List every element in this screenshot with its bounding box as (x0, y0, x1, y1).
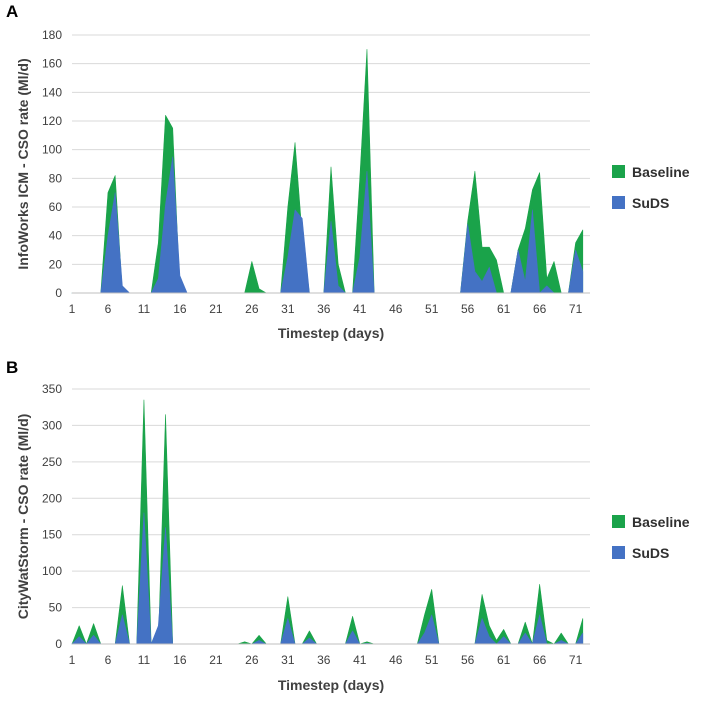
x-tick-label: 56 (461, 302, 475, 316)
y-tick-label: 160 (42, 57, 62, 71)
y-tick-label: 80 (49, 171, 63, 185)
x-tick-label: 56 (461, 653, 475, 667)
x-tick-label: 41 (353, 653, 367, 667)
x-tick-label: 21 (209, 302, 223, 316)
x-tick-label: 61 (497, 653, 511, 667)
legend-label-suds: SuDS (632, 545, 669, 561)
x-tick-label: 66 (533, 302, 547, 316)
panel-label-B: B (6, 358, 18, 377)
x-tick-label: 61 (497, 302, 511, 316)
x-tick-label: 1 (69, 302, 76, 316)
y-axis-title: CityWatStorm - CSO rate (Ml/d) (15, 414, 31, 620)
y-tick-label: 300 (42, 418, 62, 432)
y-tick-label: 20 (49, 257, 63, 271)
x-tick-label: 6 (105, 302, 112, 316)
x-tick-label: 21 (209, 653, 223, 667)
x-tick-label: 6 (105, 653, 112, 667)
x-tick-label: 26 (245, 302, 259, 316)
y-tick-label: 100 (42, 564, 62, 578)
x-tick-label: 46 (389, 653, 403, 667)
y-tick-label: 180 (42, 28, 62, 42)
legend-swatch-suds (612, 196, 625, 209)
panel-label-A: A (6, 2, 18, 21)
legend-label-baseline: Baseline (632, 164, 690, 180)
legend-swatch-baseline (612, 165, 625, 178)
x-tick-label: 1 (69, 653, 76, 667)
x-tick-label: 66 (533, 653, 547, 667)
y-tick-label: 40 (49, 229, 63, 243)
legend-swatch-baseline (612, 515, 625, 528)
x-tick-label: 41 (353, 302, 367, 316)
legend-label-suds: SuDS (632, 195, 669, 211)
x-tick-label: 11 (138, 653, 151, 667)
x-tick-label: 51 (425, 302, 439, 316)
y-axis-title: InfoWorks ICM - CSO rate (Ml/d) (15, 58, 31, 269)
x-tick-label: 31 (281, 653, 295, 667)
x-tick-label: 71 (569, 302, 583, 316)
x-tick-label: 36 (317, 653, 331, 667)
y-tick-label: 120 (42, 114, 62, 128)
x-tick-label: 46 (389, 302, 403, 316)
x-axis-title: Timestep (days) (278, 677, 384, 693)
y-tick-label: 0 (55, 637, 62, 651)
x-tick-label: 51 (425, 653, 439, 667)
y-tick-label: 250 (42, 455, 62, 469)
x-tick-label: 16 (173, 653, 187, 667)
x-tick-label: 11 (138, 302, 151, 316)
x-tick-label: 16 (173, 302, 187, 316)
y-tick-label: 100 (42, 143, 62, 157)
y-tick-label: 0 (55, 286, 62, 300)
legend-swatch-suds (612, 546, 625, 559)
y-tick-label: 50 (49, 601, 63, 615)
x-tick-label: 26 (245, 653, 259, 667)
legend-label-baseline: Baseline (632, 514, 690, 530)
x-tick-label: 71 (569, 653, 583, 667)
y-tick-label: 60 (49, 200, 63, 214)
y-tick-label: 140 (42, 85, 62, 99)
y-tick-label: 150 (42, 528, 62, 542)
x-axis-title: Timestep (days) (278, 325, 384, 341)
y-tick-label: 350 (42, 382, 62, 396)
x-tick-label: 31 (281, 302, 295, 316)
y-tick-label: 200 (42, 491, 62, 505)
x-tick-label: 36 (317, 302, 331, 316)
